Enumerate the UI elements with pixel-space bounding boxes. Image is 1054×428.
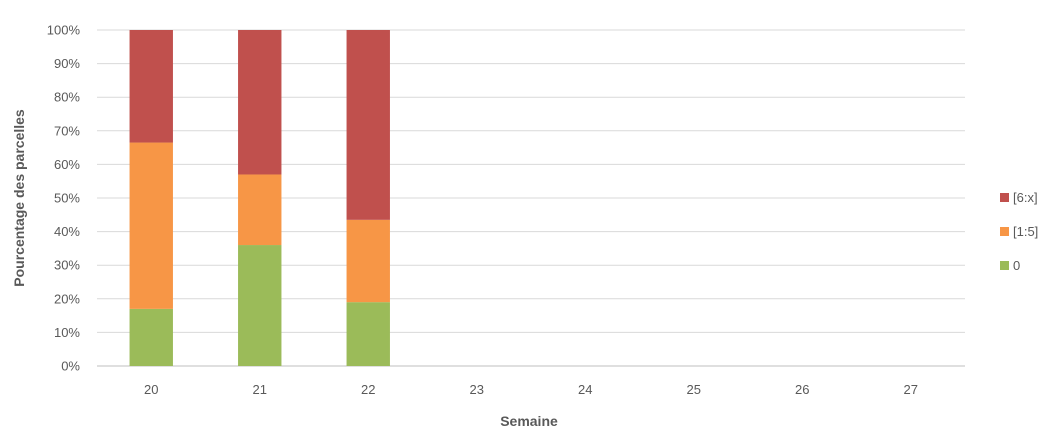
x-tick-label: 26: [795, 382, 809, 397]
x-axis-ticks: 20 21 22 23 24 25 26 27: [144, 382, 918, 397]
y-tick-label: 60%: [54, 157, 80, 172]
y-axis-title: Pourcentage des parcelles: [11, 109, 27, 287]
y-tick-label: 90%: [54, 56, 80, 71]
bar-segment: [346, 302, 390, 366]
y-tick-label: 100%: [47, 23, 81, 38]
y-tick-label: 10%: [54, 325, 80, 340]
legend-swatch: [1000, 227, 1009, 236]
bar-segment: [238, 245, 282, 366]
bar-segment: [238, 30, 282, 175]
y-tick-label: 30%: [54, 258, 80, 273]
bar-segment: [346, 30, 390, 220]
bar-segment: [129, 142, 173, 309]
x-tick-label: 24: [578, 382, 592, 397]
y-axis-ticks: 0% 10% 20% 30% 40% 50% 60% 70% 80% 90% 100%: [47, 23, 81, 374]
bar-segment: [129, 308, 173, 366]
bar-segment: [129, 30, 173, 143]
y-tick-label: 20%: [54, 291, 80, 306]
legend-swatch: [1000, 193, 1009, 202]
bar-segment: [238, 174, 282, 246]
legend-item: 0: [1000, 257, 1038, 274]
legend: [6:x] [1:5] 0: [1000, 189, 1038, 291]
legend-label: 0: [1013, 258, 1021, 273]
y-tick-label: 40%: [54, 224, 80, 239]
y-tick-label: 50%: [54, 191, 80, 206]
legend-label: [6:x]: [1013, 190, 1038, 205]
legend-swatch: [1000, 261, 1009, 270]
x-tick-label: 21: [253, 382, 267, 397]
y-tick-label: 0%: [61, 359, 80, 374]
x-tick-label: 27: [904, 382, 918, 397]
gridlines: [97, 29, 965, 367]
legend-item: [1:5]: [1000, 223, 1038, 240]
legend-item: [6:x]: [1000, 189, 1038, 206]
x-tick-label: 25: [687, 382, 701, 397]
x-tick-label: 20: [144, 382, 158, 397]
legend-label: [1:5]: [1013, 224, 1039, 239]
bars: [129, 30, 390, 366]
y-tick-label: 70%: [54, 123, 80, 138]
x-tick-label: 23: [470, 382, 484, 397]
y-tick-label: 80%: [54, 90, 80, 105]
bar-segment: [346, 219, 390, 303]
x-axis-title: Semaine: [500, 413, 558, 428]
x-tick-label: 22: [361, 382, 375, 397]
